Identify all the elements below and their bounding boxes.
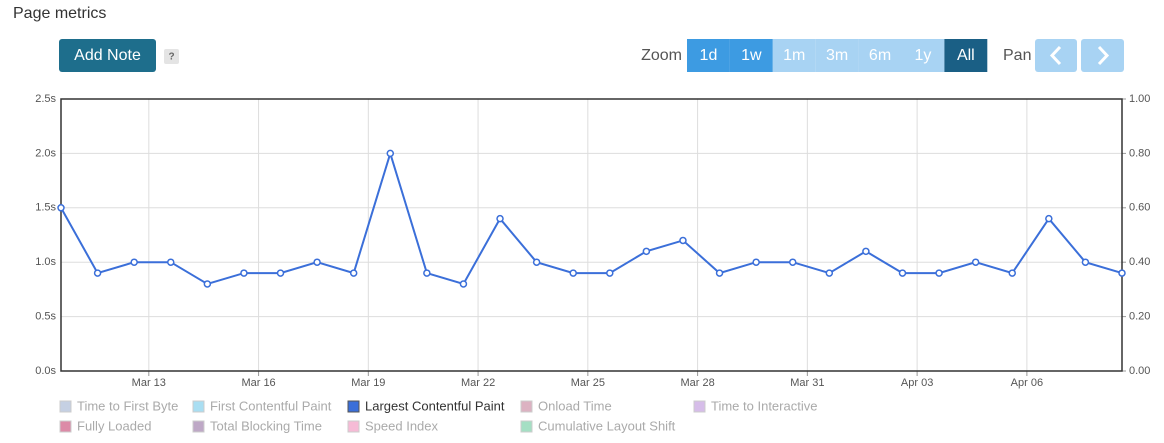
data-point [349, 269, 358, 277]
legend-swatch[interactable] [520, 400, 533, 413]
pan-label: Pan [1003, 47, 1031, 64]
data-point [57, 204, 65, 212]
zoom-button[interactable] [858, 39, 902, 72]
zoom-button[interactable] [901, 39, 945, 72]
data-point [1008, 269, 1016, 277]
data-point [240, 269, 248, 277]
legend-label[interactable]: Fully Loaded [77, 418, 151, 433]
x-tick-label: Mar 22 [461, 377, 495, 389]
data-point [130, 258, 138, 266]
x-tick-label: Mar 31 [790, 377, 824, 389]
zoom-button-label[interactable]: 1m [783, 47, 805, 64]
y-tick-label: 0.5s [35, 311, 56, 323]
zoom-button-label[interactable]: 1d [700, 47, 718, 64]
y-tick-label: 2.0s [35, 147, 56, 159]
x-tick-label: Mar 13 [132, 377, 166, 389]
data-point [386, 149, 395, 158]
data-point [459, 280, 468, 288]
zoom-button[interactable] [815, 39, 859, 72]
zoom-button-label[interactable]: 1y [914, 47, 931, 64]
x-tick-label: Mar 25 [571, 377, 605, 389]
data-point [276, 269, 285, 277]
data-point [93, 269, 102, 277]
data-point [862, 247, 870, 256]
legend-swatch[interactable] [59, 400, 72, 413]
add-note-button[interactable] [59, 39, 156, 72]
y2-tick-label: 0.60 [1129, 202, 1150, 214]
zoom-button[interactable] [944, 39, 988, 72]
data-point [313, 258, 321, 266]
series-line [60, 149, 1123, 286]
x-tick-label: Apr 03 [901, 377, 933, 389]
legend-label[interactable]: First Contentful Paint [210, 398, 332, 413]
data-point [935, 269, 943, 277]
legend-swatch[interactable] [192, 420, 205, 433]
y2-tick-label: 0.20 [1129, 311, 1150, 323]
data-point [898, 269, 907, 277]
data-point [715, 269, 724, 277]
pan-right-icon [1097, 45, 1110, 66]
legend-label[interactable]: Cumulative Layout Shift [538, 418, 676, 433]
data-point [496, 214, 504, 223]
pan-right[interactable] [1081, 39, 1124, 72]
legend-swatch[interactable] [693, 400, 706, 413]
zoom-button-label[interactable]: All [957, 47, 975, 64]
page-title: Page metrics [13, 5, 106, 22]
x-tick-label: Mar 28 [680, 377, 714, 389]
legend-swatch[interactable] [59, 420, 72, 433]
x-tick-label: Mar 16 [241, 377, 275, 389]
legend-swatch[interactable] [192, 400, 205, 413]
help-icon[interactable] [164, 49, 179, 64]
legend-label[interactable]: Onload Time [538, 398, 612, 413]
y2-tick-label: 1.00 [1129, 93, 1150, 105]
data-point [642, 247, 651, 256]
pan-left[interactable] [1035, 39, 1077, 72]
y2-tick-label: 0.80 [1129, 147, 1150, 159]
zoom-button[interactable] [729, 39, 773, 72]
data-point [752, 258, 760, 266]
legend-swatch[interactable] [520, 420, 533, 433]
zoom-button-label[interactable]: 3m [826, 47, 848, 64]
y2-tick-label: 0.40 [1129, 256, 1150, 268]
zoom-button[interactable] [772, 39, 816, 72]
data-point [1081, 258, 1090, 266]
pan-left-icon [1049, 45, 1062, 66]
y-tick-label: 0.0s [35, 365, 56, 377]
x-tick-label: Mar 19 [351, 377, 385, 389]
help-label[interactable]: ? [168, 52, 174, 63]
data-point [167, 258, 175, 266]
y-tick-label: 2.5s [35, 93, 56, 105]
legend-label[interactable]: Total Blocking Time [210, 418, 322, 433]
legend-swatch[interactable] [347, 400, 360, 413]
zoom-label: Zoom [641, 47, 682, 64]
data-point [679, 236, 687, 245]
data-point [825, 269, 834, 277]
data-point [532, 258, 541, 266]
data-point [423, 269, 431, 277]
data-point [606, 269, 614, 277]
legend-label[interactable]: Speed Index [365, 418, 439, 433]
zoom-button-label[interactable]: 6m [869, 47, 891, 64]
y-tick-label: 1.5s [35, 202, 56, 214]
y2-tick-label: 0.00 [1129, 365, 1150, 377]
data-point [971, 258, 980, 266]
legend-label[interactable]: Time to First Byte [77, 398, 178, 413]
y-tick-label: 1.0s [35, 256, 56, 268]
legend-swatch[interactable] [347, 420, 360, 433]
add-note-label[interactable]: Add Note [74, 47, 141, 64]
x-tick-label: Apr 06 [1011, 377, 1043, 389]
data-point [1045, 214, 1053, 223]
plot-frame [60, 98, 1123, 372]
zoom-button[interactable] [687, 39, 730, 72]
data-point [1118, 269, 1126, 277]
data-point [788, 258, 797, 266]
legend-label[interactable]: Time to Interactive [711, 398, 817, 413]
legend-label[interactable]: Largest Contentful Paint [365, 398, 505, 413]
data-point [569, 269, 577, 277]
zoom-button-label[interactable]: 1w [741, 47, 762, 64]
data-point [203, 280, 212, 288]
